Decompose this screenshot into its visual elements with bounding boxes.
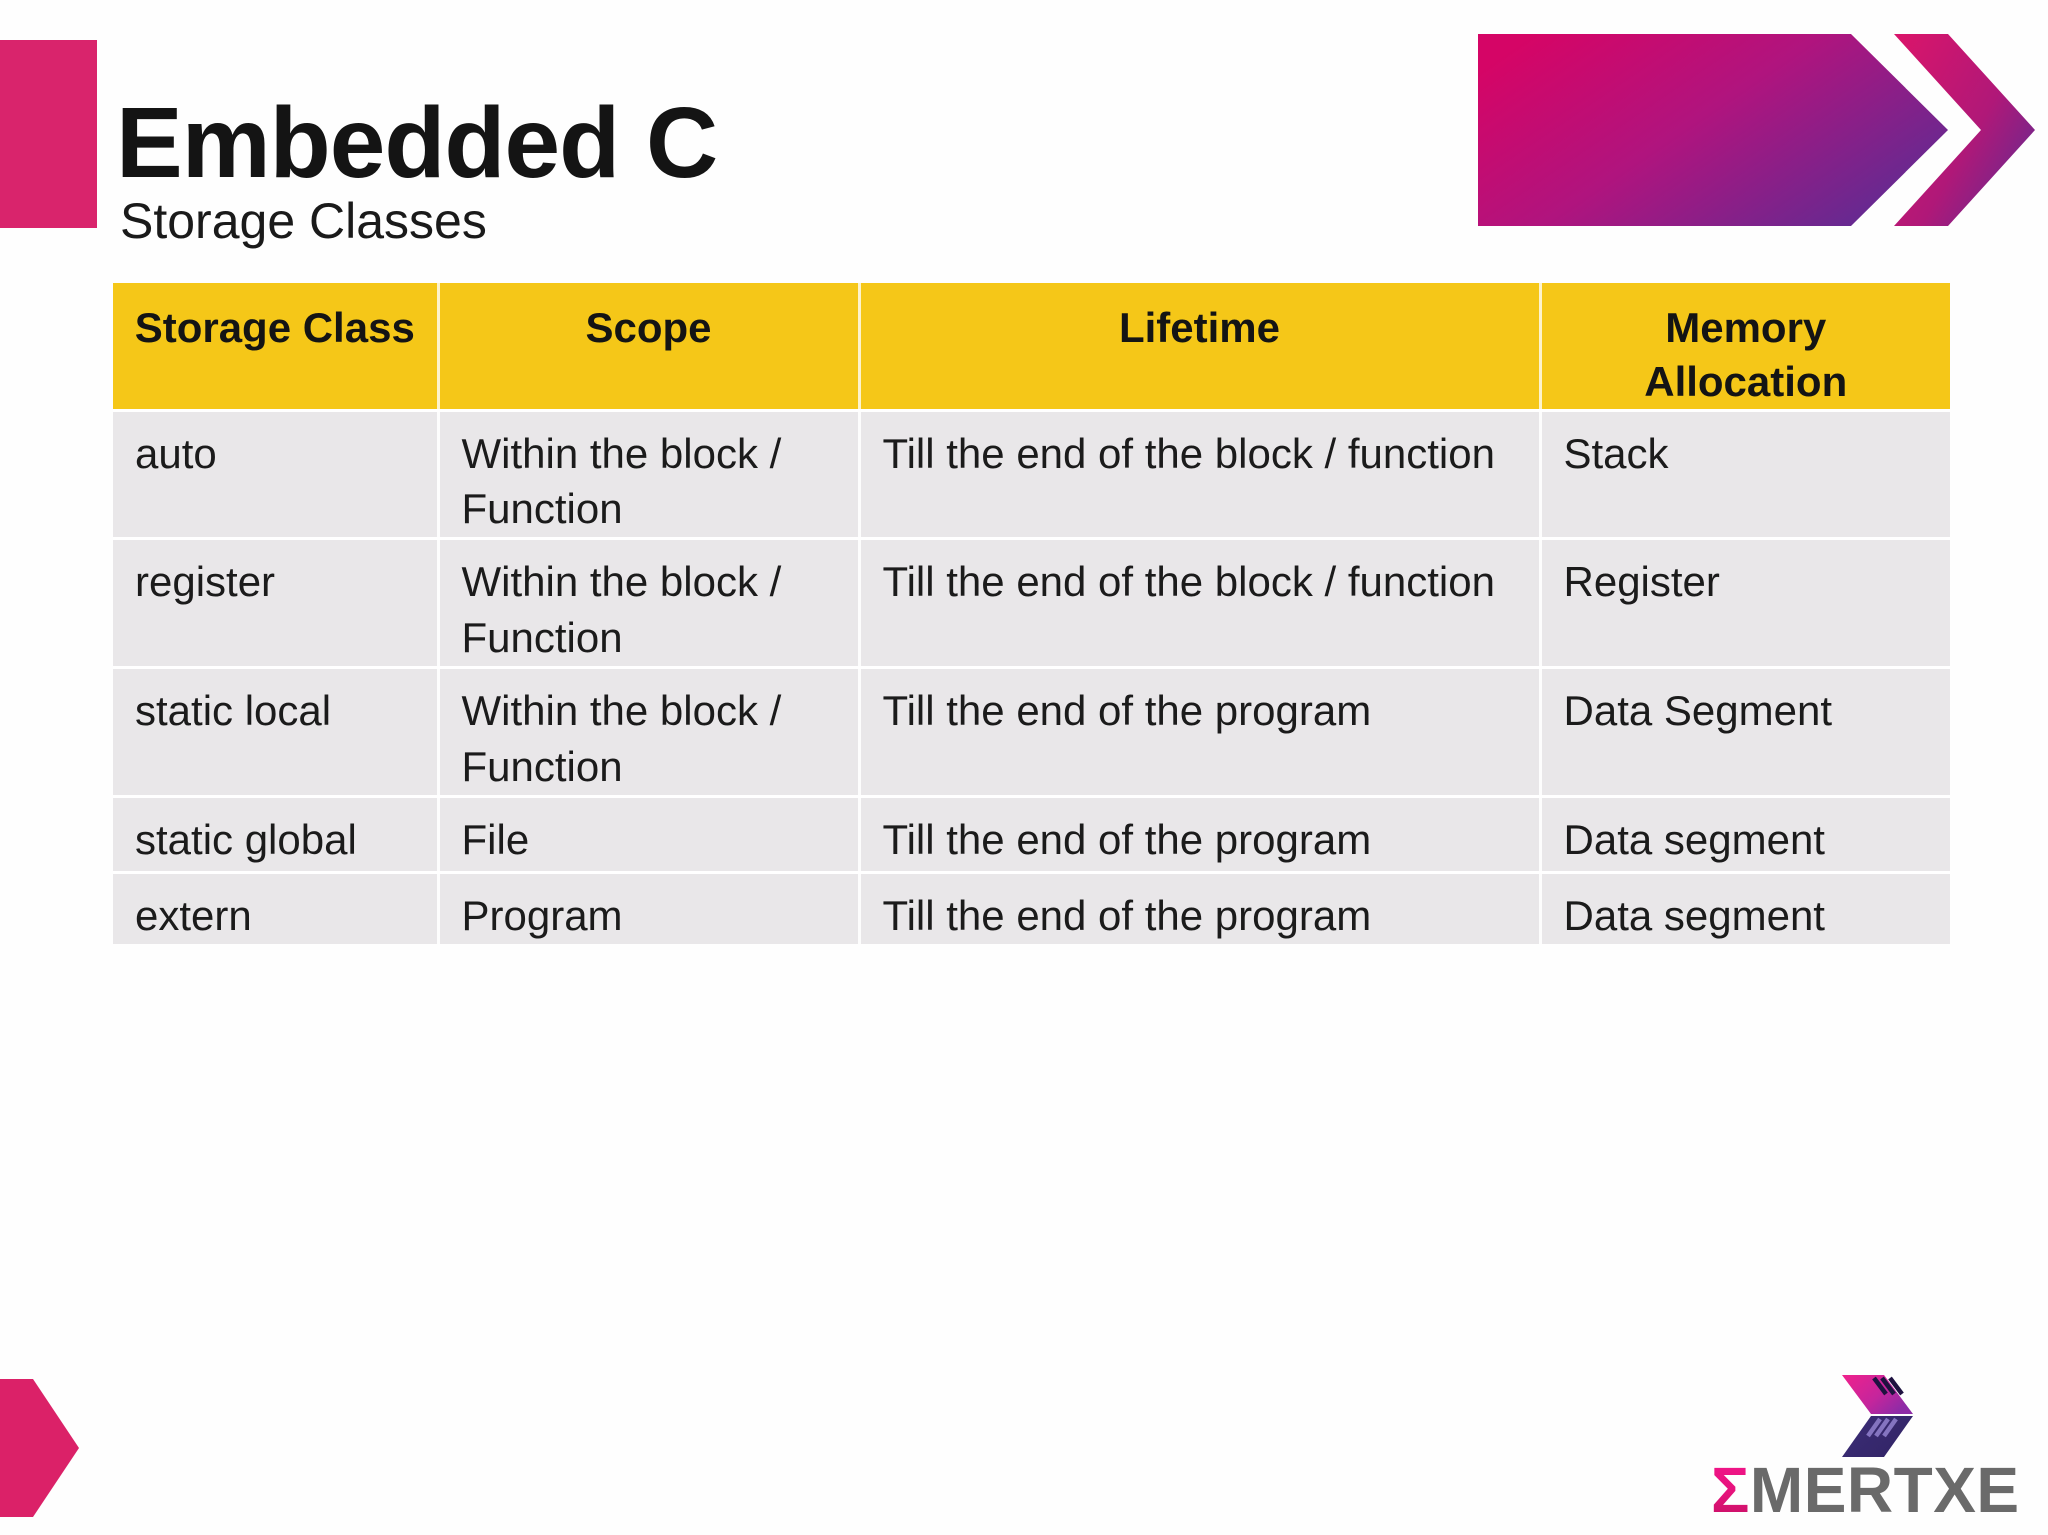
header-arrow-graphic <box>1478 34 2035 226</box>
emertxe-logo-icon <box>1842 1375 1913 1457</box>
table-row: static local Within the block / Function T… <box>113 667 1950 798</box>
logo-stripes-bottom <box>1866 1417 1898 1438</box>
table-cell: Till the end of the program <box>859 872 1542 944</box>
header-cell: Memory Allocation <box>1540 283 1950 412</box>
header-cell: Scope <box>438 283 861 412</box>
table-cell: static local <box>113 667 440 798</box>
logo-sigma-glyph: Σ <box>1711 1454 1750 1526</box>
table-cell: Data segment <box>1540 872 1950 944</box>
logo-name: MERTXE <box>1749 1454 2020 1526</box>
table-cell: Till the end of the program <box>859 796 1542 874</box>
table-cell: extern <box>113 872 440 944</box>
emertxe-logo-text: ΣMERTXE <box>1711 1458 2020 1522</box>
table-row: auto Within the block / Function Till the … <box>113 410 1950 541</box>
table-cell: Till the end of the block / function <box>859 410 1542 541</box>
table-row: static global File Till the end of the pro… <box>113 796 1950 874</box>
table-cell: Within the block / Function <box>438 667 861 798</box>
table-cell: static global <box>113 796 440 874</box>
arrow-chevron-shape <box>1894 34 2035 226</box>
table-row: extern Program Till the end of the program… <box>113 872 1950 944</box>
brand-accent-square <box>0 40 97 228</box>
table-cell: register <box>113 538 440 669</box>
table-row: register Within the block / Function Till … <box>113 538 1950 669</box>
footer-arrow-shape <box>0 1379 79 1517</box>
table-cell: Register <box>1540 538 1950 669</box>
table-cell: Within the block / Function <box>438 538 861 669</box>
table-cell: Stack <box>1540 410 1950 541</box>
table-cell: Data segment <box>1540 796 1950 874</box>
table-header-row: Storage Class Scope Lifetime Memory Allocat… <box>113 283 1950 412</box>
table-cell: Data Segment <box>1540 667 1950 798</box>
header-cell: Lifetime <box>859 283 1542 412</box>
table-cell: Program <box>438 872 861 944</box>
table-cell: Within the block / Function <box>438 410 861 541</box>
table-cell: File <box>438 796 861 874</box>
logo-chevron-top <box>1842 1375 1913 1414</box>
logo-stripes-top <box>1872 1376 1904 1396</box>
table-cell: Till the end of the program <box>859 667 1542 798</box>
arrow-pentagon-shape <box>1478 34 1948 226</box>
emertxe-logo: ΣMERTXE <box>1711 1371 2041 1522</box>
table-cell: Till the end of the block / function <box>859 538 1542 669</box>
storage-classes-table: Storage Class Scope Lifetime Memory Allocat… <box>113 283 1950 944</box>
page-title: Embedded C <box>116 87 718 199</box>
page-subtitle: Storage Classes <box>120 192 487 249</box>
header-cell: Storage Class <box>113 283 440 412</box>
table-cell: auto <box>113 410 440 541</box>
footer-arrow-accent <box>0 1379 79 1517</box>
